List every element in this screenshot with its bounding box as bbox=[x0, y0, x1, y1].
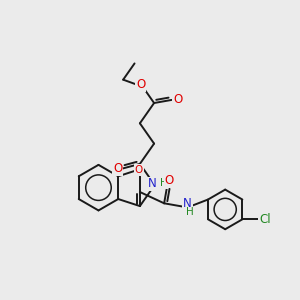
Text: O: O bbox=[113, 162, 122, 175]
Text: Cl: Cl bbox=[259, 213, 271, 226]
Text: O: O bbox=[135, 165, 143, 175]
Text: H: H bbox=[186, 207, 194, 218]
Text: H: H bbox=[160, 178, 167, 188]
Text: O: O bbox=[173, 93, 182, 106]
Text: N: N bbox=[148, 178, 157, 190]
Text: O: O bbox=[165, 174, 174, 187]
Text: O: O bbox=[136, 78, 146, 91]
Text: N: N bbox=[183, 197, 192, 210]
